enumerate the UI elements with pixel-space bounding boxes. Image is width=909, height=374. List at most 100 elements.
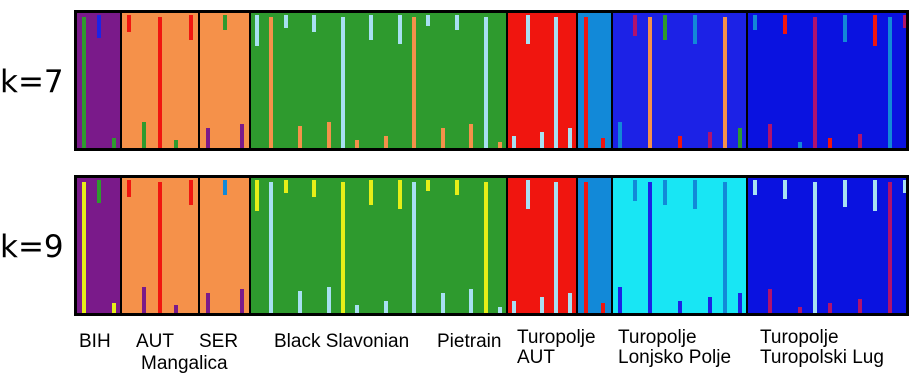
k7-pop-3-bar-9	[384, 136, 388, 148]
k9-pop-6-bar-1	[633, 180, 637, 201]
k9-pop-3-bar-10	[398, 180, 402, 209]
pop-label-turopolje-turopolski-lug: Turopolje Turopolski Lug	[760, 327, 884, 368]
k7-pop-1-bar-1	[142, 122, 146, 148]
structure-bars-k9	[77, 178, 906, 313]
k7-pop-3-bar-15	[469, 124, 473, 148]
pop-label-bih: BIH	[79, 331, 111, 352]
k9-pop-4-bar-2	[540, 297, 544, 313]
k7-pop-6-bar-4	[678, 136, 682, 148]
k9-pop-3-bar-12	[426, 180, 430, 191]
k7-pop-0-bar-0	[82, 17, 86, 148]
k9-pop-3-bar-13	[441, 293, 445, 313]
k9-pop-7-bar-8	[873, 180, 877, 211]
k9-pop-1-bar-1	[142, 287, 146, 313]
k9-pop-4-bar-0	[512, 301, 516, 313]
pop-label-ser: SER	[199, 331, 239, 352]
k7-pop-6-bar-5	[693, 15, 697, 44]
k7-pop-7-bar-10	[903, 15, 906, 28]
k7-pop-4-bar-4	[568, 128, 572, 148]
k9-pop-5-bar-1	[601, 303, 605, 313]
k9-pop-3-bar-9	[384, 301, 388, 313]
k7-pop-3-bar-5	[327, 122, 331, 148]
k7-pop-7-bar-1	[768, 124, 772, 148]
k9-label: k=9	[0, 229, 64, 265]
k7-pop-3-bar-2	[284, 15, 288, 28]
k7-pop-1-bar-2	[158, 17, 162, 148]
k7-pop-7-bar-2	[783, 15, 787, 34]
structure-panel-k9	[74, 175, 909, 316]
k9-pop-6-bar-2	[648, 182, 652, 313]
k7-pop-7-bar-5	[828, 138, 832, 148]
k7-pop-3-base	[250, 13, 507, 148]
k9-pop-6-bar-4	[678, 301, 682, 313]
group-label-mangalica: Mangalica	[141, 353, 228, 374]
k9-pop-4-bar-1	[526, 180, 530, 209]
k7-pop-3-bar-3	[298, 126, 302, 148]
k7-pop-3-bar-12	[426, 15, 430, 26]
k9-pop-3-bar-14	[455, 180, 459, 195]
k7-pop-2-bar-2	[240, 124, 244, 148]
k9-pop-3-bar-8	[369, 180, 373, 205]
k9-pop-3-base	[250, 178, 507, 313]
k7-pop-3-bar-16	[484, 17, 488, 148]
k7-pop-0-bar-1	[97, 15, 101, 38]
k9-pop-4-base	[507, 178, 577, 313]
k9-pop-6-bar-8	[738, 293, 742, 313]
k7-pop-6-bar-0	[618, 122, 622, 148]
structure-panel-k7	[74, 10, 909, 151]
k7-pop-6-bar-6	[708, 132, 712, 148]
k7-pop-3-bar-0	[255, 15, 259, 46]
k9-pop-3-bar-6	[341, 182, 345, 313]
k7-pop-3-bar-13	[441, 128, 445, 148]
k7-pop-3-bar-4	[312, 15, 316, 32]
k9-pop-7-bar-3	[798, 307, 802, 313]
k7-pop-7-bar-0	[753, 15, 757, 30]
structure-bars-k7	[77, 13, 906, 148]
k9-pop-2-bar-2	[240, 289, 244, 313]
k7-pop-4-bar-2	[540, 132, 544, 148]
k9-pop-7-bar-9	[888, 182, 892, 313]
k9-pop-3-bar-11	[412, 182, 416, 313]
k7-pop-1-bar-0	[127, 15, 131, 32]
k7-pop-6-bar-2	[648, 17, 652, 148]
k9-pop-4-bar-3	[554, 182, 558, 313]
k7-pop-7-bar-8	[873, 15, 877, 46]
k9-pop-6-bar-0	[618, 287, 622, 313]
k7-pop-1-bar-3	[174, 140, 178, 148]
k9-pop-1-bar-2	[158, 182, 162, 313]
k9-pop-3-bar-17	[498, 307, 502, 313]
k9-pop-3-bar-15	[469, 289, 473, 313]
k9-pop-1-bar-3	[174, 305, 178, 313]
k7-pop-3-bar-17	[498, 142, 502, 148]
k9-pop-3-bar-5	[327, 287, 331, 313]
k7-pop-6-bar-8	[738, 128, 742, 148]
k9-pop-0-bar-2	[112, 303, 116, 313]
k9-pop-6-bar-3	[663, 180, 667, 205]
k7-pop-7-base	[747, 13, 906, 148]
k9-pop-1-bar-4	[189, 180, 193, 205]
k7-pop-3-bar-10	[398, 15, 402, 44]
pop-label-turopolje-lonjsko-polje: Turopolje Lonjsko Polje	[618, 327, 732, 368]
k7-pop-3-bar-8	[369, 15, 373, 40]
k7-pop-3-bar-1	[269, 17, 273, 148]
k7-pop-6-bar-3	[663, 15, 667, 40]
k7-label: k=7	[0, 64, 64, 100]
k9-pop-3-bar-4	[312, 180, 316, 197]
k9-pop-3-bar-7	[355, 305, 359, 313]
k9-pop-5-base	[577, 178, 612, 313]
k9-pop-0-bar-1	[97, 180, 101, 203]
k7-pop-1-bar-4	[189, 15, 193, 40]
k9-pop-7-bar-10	[903, 180, 906, 193]
k9-pop-3-bar-3	[298, 291, 302, 313]
k9-pop-7-bar-6	[843, 180, 847, 207]
k9-pop-7-bar-5	[828, 303, 832, 313]
k9-pop-6-bar-6	[708, 297, 712, 313]
k7-pop-5-base	[577, 13, 612, 148]
k9-pop-0-bar-0	[82, 182, 86, 313]
k7-pop-4-bar-3	[554, 17, 558, 148]
k7-pop-2-bar-0	[206, 128, 210, 148]
k7-pop-0-bar-2	[112, 138, 116, 148]
k9-pop-6-bar-7	[723, 182, 727, 313]
k9-pop-3-bar-0	[255, 180, 259, 211]
k7-pop-7-bar-6	[843, 15, 847, 42]
